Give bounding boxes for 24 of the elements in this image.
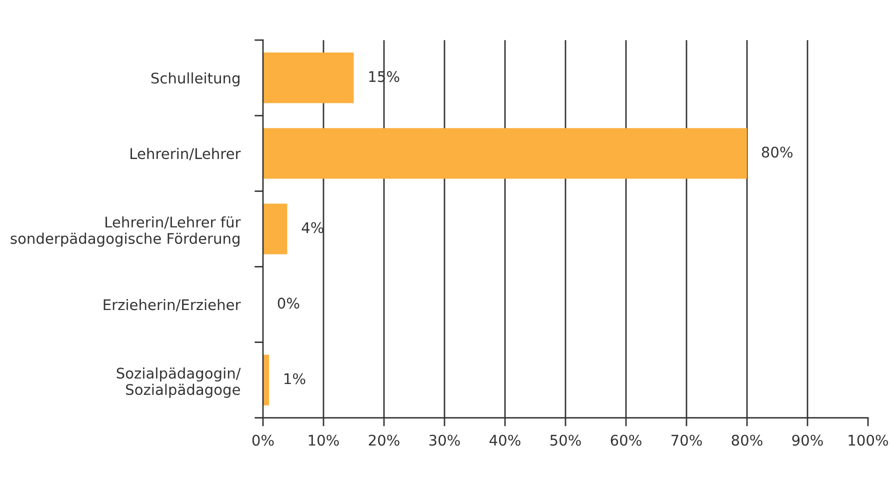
data-label: 0% [278,298,300,309]
x-tick-label: 10% [308,434,339,446]
x-tick-label: 20% [368,434,400,446]
x-tick-label: 30% [429,434,460,446]
y-tick-label: Sozialpädagogin/ Sozialpädagoge [116,367,241,398]
x-tick-label: 40% [490,434,520,446]
y-tick-label: Lehrerin/Lehrer für sonderpädagogische Förderung [10,216,241,247]
bar [262,204,288,254]
bar [262,354,270,406]
y-tick-label: Schulleitung [151,72,240,86]
bar [262,52,354,104]
x-tick-label: 50% [550,434,581,446]
x-tick-label: 90% [792,434,823,446]
bar [262,128,747,179]
y-tick-label: Lehrerin/Lehrer [130,148,241,160]
data-label: 4% [302,222,324,234]
y-tick-label: Erzieherin/Erzieher [104,298,241,312]
x-tick-label: 100% [848,434,888,446]
x-tick-label: 0% [252,434,274,446]
x-tick-label: 70% [671,434,702,446]
data-label: 1% [284,373,306,384]
x-tick-label: 60% [610,434,642,446]
data-label: 80% [762,146,792,158]
x-tick-label: 80% [732,434,762,446]
